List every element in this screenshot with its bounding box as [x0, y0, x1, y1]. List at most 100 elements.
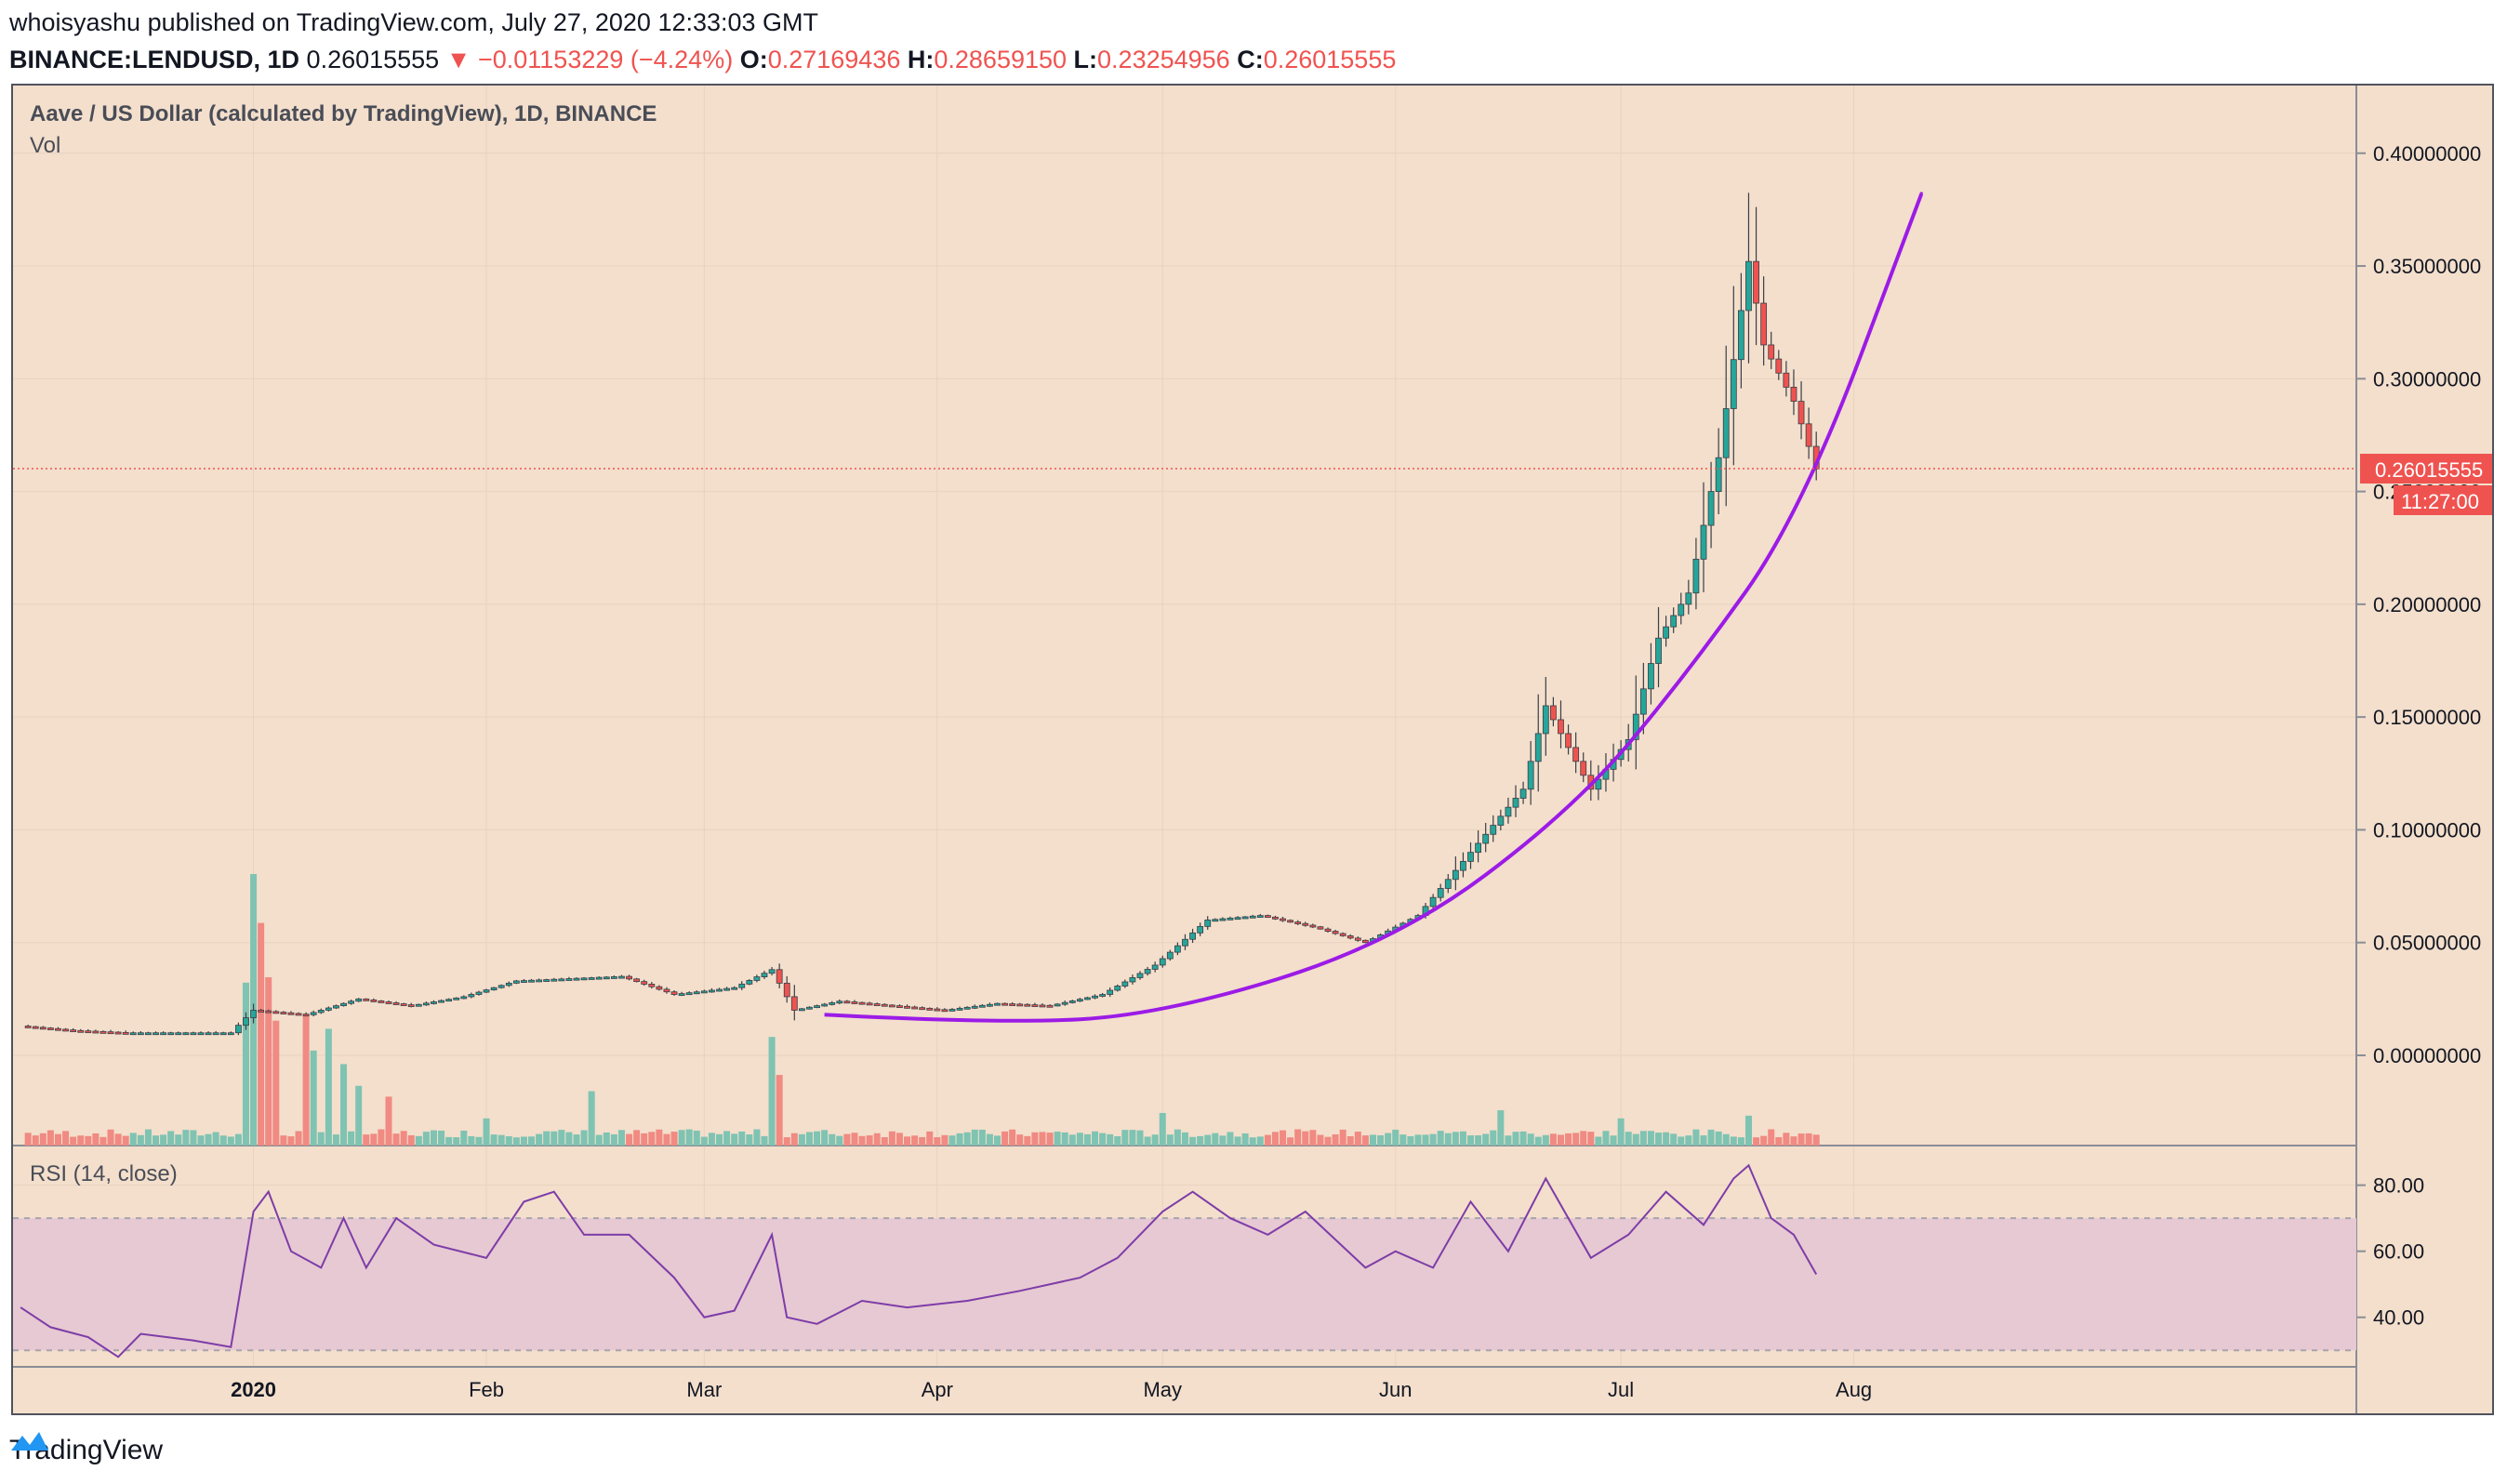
volume-bar	[1399, 1134, 1407, 1146]
volume-bar	[836, 1135, 843, 1146]
candle-body	[32, 1026, 39, 1029]
volume-bar	[1287, 1137, 1294, 1146]
price-axis-tick-1: 0.35000000	[2373, 255, 2481, 278]
volume-bar	[129, 1133, 137, 1146]
volume-bar	[1505, 1135, 1512, 1146]
price-axis-tick-5: 0.15000000	[2373, 706, 2481, 729]
candle-body	[866, 1002, 873, 1006]
candle-body	[1264, 915, 1271, 918]
volume-bar	[197, 1135, 205, 1146]
candle-body	[1182, 938, 1188, 947]
volume-bar	[242, 982, 249, 1146]
volume-bar	[400, 1131, 407, 1146]
candle-body	[1159, 958, 1166, 966]
volume-bar	[1009, 1129, 1016, 1146]
candle-body	[114, 1031, 122, 1035]
candle-body	[505, 982, 512, 987]
candle-body	[1648, 663, 1654, 690]
candle-body	[1346, 935, 1354, 939]
candle-body	[873, 1003, 881, 1006]
volume-bar	[738, 1131, 746, 1146]
candle-body	[618, 975, 625, 979]
candle-body	[1031, 1004, 1039, 1007]
candle-body	[1722, 408, 1730, 458]
volume-bar	[99, 1136, 107, 1146]
volume-bar	[603, 1132, 610, 1146]
volume-bar	[92, 1133, 99, 1146]
volume-bar	[1121, 1130, 1129, 1146]
candle-body	[1790, 387, 1797, 402]
candle-body	[1700, 524, 1707, 560]
volume-bar	[1625, 1132, 1632, 1146]
candle-body	[888, 1004, 895, 1008]
countdown-badge-box	[2394, 485, 2492, 515]
candle-body	[776, 969, 783, 984]
volume-bar	[656, 1129, 663, 1146]
volume-bar	[1760, 1135, 1768, 1146]
candle-body	[709, 989, 715, 993]
volume-bar	[1459, 1131, 1466, 1146]
candle-body	[1362, 939, 1369, 944]
close-value: 0.26015555	[1263, 46, 1397, 73]
candle-body	[1001, 1002, 1008, 1006]
candle-body	[1437, 888, 1444, 898]
volume-bar	[1580, 1131, 1587, 1146]
volume-bar	[543, 1131, 550, 1146]
volume-bar	[1542, 1134, 1549, 1146]
volume-bar	[663, 1133, 670, 1146]
volume-bar	[1722, 1133, 1730, 1146]
candle-body	[806, 1006, 813, 1010]
candle-body	[160, 1032, 167, 1036]
candle-body	[1212, 919, 1219, 922]
volume-bar	[280, 1135, 287, 1146]
candle-body	[325, 1007, 332, 1011]
volume-bar	[272, 1020, 280, 1146]
candle-body	[934, 1008, 941, 1012]
volume-bar	[490, 1134, 497, 1146]
volume-bar	[1339, 1129, 1346, 1146]
rsi-line	[20, 1163, 1818, 1358]
volume-bar	[648, 1132, 656, 1146]
candle-body	[1534, 733, 1542, 762]
volume-bar	[926, 1131, 934, 1146]
candle-body	[1580, 761, 1587, 776]
volume-bar	[325, 1028, 332, 1146]
candle-body	[536, 979, 542, 983]
candle-body	[1294, 921, 1302, 924]
volume-bar	[1744, 1115, 1752, 1146]
candle-body	[648, 984, 656, 987]
candle-body	[1039, 1004, 1046, 1008]
candle-body	[1332, 931, 1339, 934]
candle-body	[280, 1012, 287, 1014]
volume-bar	[1219, 1135, 1227, 1146]
volume-bar	[1294, 1129, 1302, 1146]
chart-svg[interactable]: 0.400000000.350000000.300000000.25000000…	[13, 86, 2492, 1413]
candle-body	[641, 981, 648, 985]
volume-bar	[460, 1130, 468, 1146]
volume-bar	[227, 1136, 234, 1146]
high-value: 0.28659150	[934, 46, 1068, 73]
time-axis-tick-7: Aug	[1836, 1378, 1872, 1401]
volume-bar	[1429, 1133, 1437, 1146]
chart-area[interactable]: 0.400000000.350000000.300000000.25000000…	[11, 84, 2494, 1415]
candle-body	[24, 1026, 32, 1028]
candle-body	[663, 988, 670, 993]
candle-body	[1692, 558, 1700, 594]
price-axis-tick-4: 0.20000000	[2373, 593, 2481, 616]
candle-body	[783, 982, 790, 998]
volume-bar	[993, 1135, 1001, 1146]
volume-bar	[753, 1129, 761, 1146]
volume-bar	[723, 1131, 731, 1146]
candle-body	[956, 1007, 963, 1011]
candle-body	[400, 1003, 407, 1006]
candle-body	[219, 1032, 227, 1036]
candle-body	[904, 1005, 910, 1009]
candle-body	[1444, 879, 1452, 889]
volume-bar	[1166, 1134, 1174, 1146]
candle-body	[182, 1032, 190, 1036]
candle-body	[460, 996, 468, 1000]
volume-bar	[1241, 1133, 1249, 1146]
tradingview-logo-icon[interactable]	[9, 1428, 50, 1454]
volume-bar	[1136, 1130, 1144, 1146]
volume-bar	[317, 1132, 325, 1146]
